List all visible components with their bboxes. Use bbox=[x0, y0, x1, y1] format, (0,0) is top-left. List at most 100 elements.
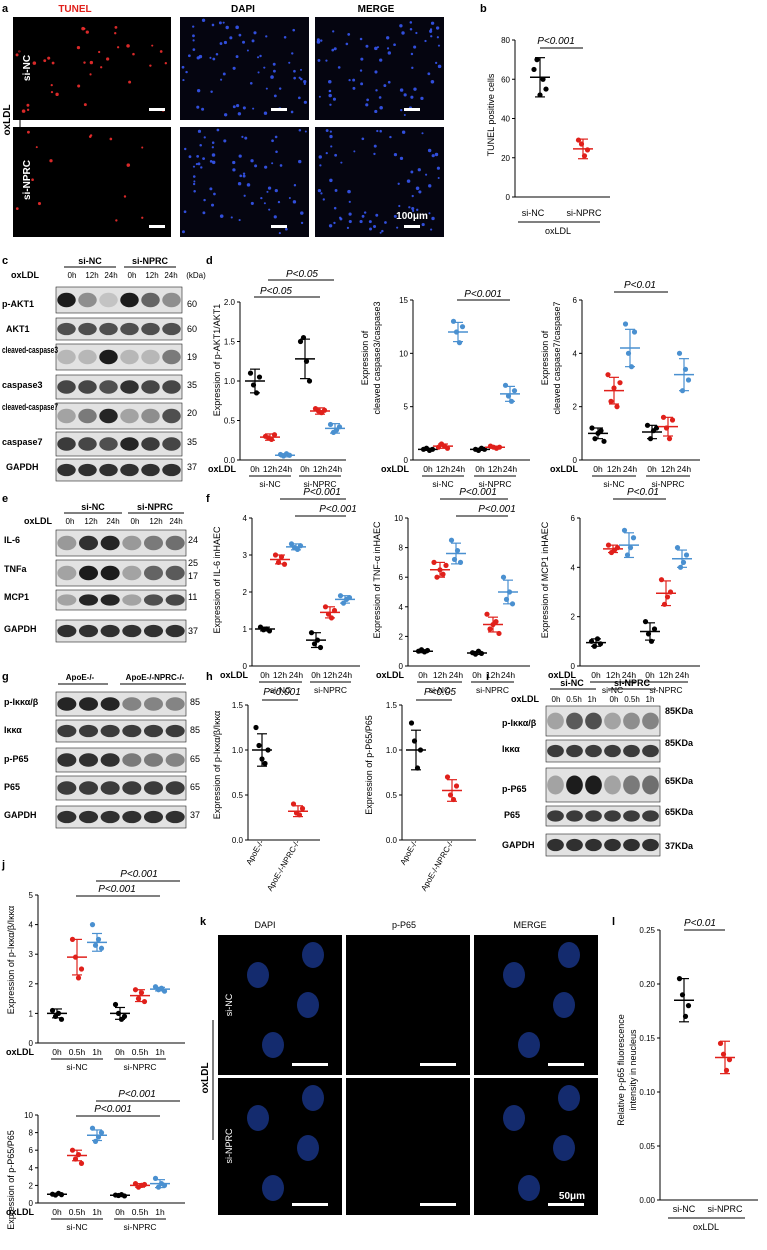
cell-dot bbox=[192, 165, 196, 168]
x-time-label: 1h bbox=[155, 1047, 165, 1057]
data-point bbox=[663, 425, 670, 431]
panel-i-time-3: 1h bbox=[588, 695, 597, 704]
blot-band bbox=[78, 724, 99, 738]
data-point bbox=[594, 636, 601, 642]
cell-dot bbox=[83, 61, 86, 64]
y-tick-label: 2 bbox=[29, 1181, 34, 1190]
data-point bbox=[444, 774, 451, 780]
blot-band bbox=[78, 437, 97, 451]
data-point bbox=[92, 1138, 99, 1144]
panel-c-letter: c bbox=[2, 255, 8, 267]
cell-dot bbox=[325, 129, 329, 132]
y-tick-label: 3 bbox=[29, 950, 34, 959]
x-time-label: 12h bbox=[486, 670, 500, 680]
cell-dot bbox=[159, 50, 163, 53]
x-time-label: 0h bbox=[115, 1047, 125, 1057]
panel-i-time-4: 0h bbox=[610, 695, 619, 704]
data-point bbox=[537, 92, 543, 98]
panel-c-kda-7: 37 bbox=[187, 462, 197, 472]
x-time-label: 0h bbox=[300, 464, 310, 474]
data-point bbox=[414, 765, 421, 771]
data-point bbox=[132, 1181, 139, 1187]
blot-band bbox=[100, 624, 120, 638]
cell-dot bbox=[421, 222, 425, 227]
x-time-label: 1h bbox=[92, 1047, 102, 1057]
data-point bbox=[453, 329, 460, 335]
blot-strip bbox=[55, 775, 187, 801]
cell-dot bbox=[427, 72, 431, 76]
cell-dot bbox=[243, 194, 246, 197]
cell-dot bbox=[376, 46, 380, 49]
cell-dot bbox=[303, 82, 306, 86]
y-tick-label: 15 bbox=[399, 296, 408, 305]
x-time-label: 0h bbox=[645, 670, 655, 680]
cell-dot bbox=[383, 84, 387, 88]
blot-band bbox=[141, 437, 160, 451]
cell-dot bbox=[51, 61, 55, 65]
panel-j1-p2: P<0.001 bbox=[120, 869, 158, 880]
series-4 bbox=[658, 414, 678, 442]
cell-dot bbox=[379, 129, 382, 133]
panel-c-row-caspase7: caspase7 bbox=[2, 437, 43, 447]
panel-i-time-5: 0.5h bbox=[624, 695, 640, 704]
cell-dot bbox=[31, 178, 34, 182]
data-point bbox=[679, 992, 686, 998]
cell-dot bbox=[123, 195, 127, 198]
panel-d1-ylabel: Expression of p-AKT1/AKT1 bbox=[212, 304, 222, 417]
panel-d2-ylabel-1: Expression of bbox=[360, 330, 370, 385]
data-point bbox=[443, 562, 449, 568]
blot-band bbox=[120, 380, 139, 394]
data-point bbox=[297, 338, 304, 345]
series-0 bbox=[406, 720, 426, 771]
cell-dot bbox=[317, 59, 321, 62]
panel-a-dapi-sinc bbox=[180, 17, 309, 120]
data-point bbox=[296, 812, 303, 818]
panel-k-header-pp65: p-P65 bbox=[392, 920, 416, 930]
data-point bbox=[328, 615, 335, 621]
y-tick-label: 0 bbox=[573, 456, 578, 465]
cell-dot bbox=[399, 24, 403, 28]
blot-band bbox=[642, 775, 659, 795]
blot-band bbox=[143, 697, 164, 711]
panel-b-ylabel: TUNEL positive cells bbox=[486, 73, 496, 156]
data-point bbox=[300, 334, 307, 341]
panel-i-kda-2: 85KDa bbox=[665, 738, 694, 748]
panel-a-oxldl-label: oxLDL bbox=[2, 104, 13, 135]
cell-dot bbox=[242, 106, 246, 110]
panel-g-row-p65: P65 bbox=[4, 782, 20, 792]
y-tick-label: 0 bbox=[29, 1039, 34, 1048]
data-point bbox=[259, 756, 265, 762]
series-0 bbox=[530, 57, 550, 98]
data-point bbox=[278, 554, 285, 560]
blot-band bbox=[78, 292, 97, 308]
cell-dot bbox=[213, 192, 216, 196]
panel-f1-ylabel: Expression of IL-6 inHAEC bbox=[212, 526, 222, 634]
cell-dot bbox=[373, 225, 377, 229]
data-point bbox=[680, 559, 687, 566]
data-point bbox=[682, 366, 689, 372]
blot-band bbox=[143, 594, 164, 606]
x-time-label: 24h bbox=[622, 670, 636, 680]
y-tick-label: 2 bbox=[571, 613, 576, 622]
cell-dot bbox=[279, 164, 283, 167]
cell-dot bbox=[211, 146, 214, 149]
cell-dot bbox=[26, 108, 30, 112]
plot-l: 0.00 0.05 0.10 0.15 0.20 0.25 bbox=[639, 926, 758, 1205]
data-point bbox=[317, 644, 324, 651]
cell-dot bbox=[283, 36, 287, 39]
series-4 bbox=[130, 987, 150, 1005]
y-tick-label: 0 bbox=[29, 1199, 34, 1208]
x-group-label: si-NPRC bbox=[651, 479, 684, 489]
data-point bbox=[138, 990, 145, 996]
data-point bbox=[440, 571, 446, 577]
cell-dot bbox=[15, 53, 19, 57]
data-point bbox=[262, 760, 268, 767]
x-treatment-label: oxLDL bbox=[376, 670, 405, 680]
panel-i-kda-1: 85KDa bbox=[665, 706, 694, 716]
panel-b-letter: b bbox=[480, 3, 487, 15]
panel-b-xlabel-sinc: si-NC bbox=[522, 208, 545, 218]
panel-f2-ylabel: Expression of TNF-α inHAEC bbox=[372, 521, 382, 639]
plot-b: 0 20 40 60 80 bbox=[501, 36, 610, 202]
panel-j2-p2: P<0.001 bbox=[118, 1089, 156, 1100]
cell-dot bbox=[278, 232, 281, 235]
